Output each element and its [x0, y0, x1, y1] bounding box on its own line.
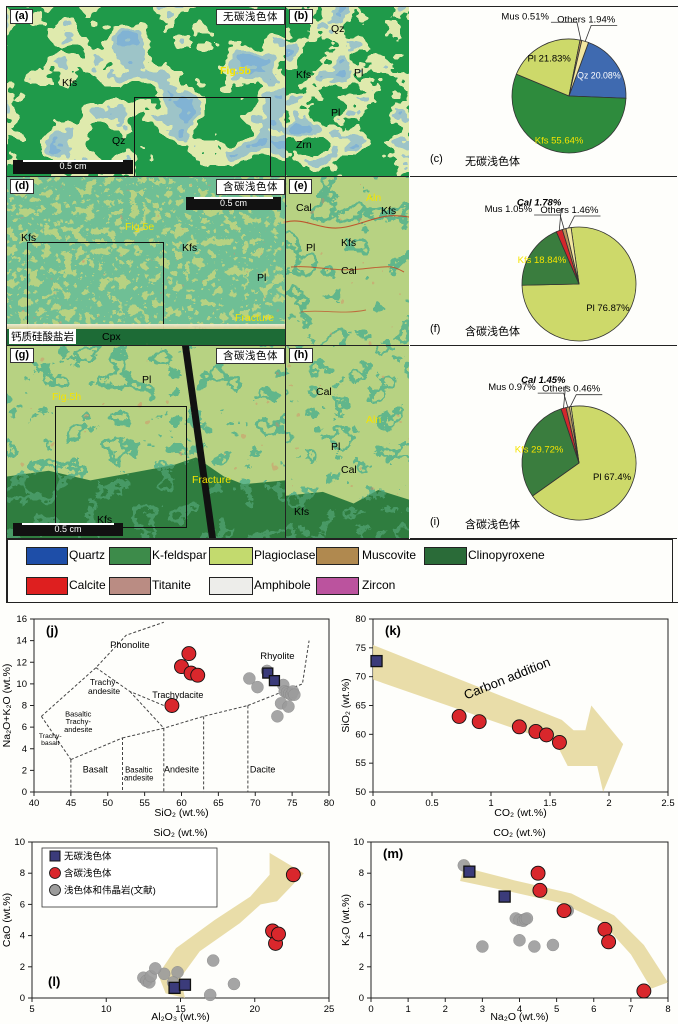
svg-text:Na₂O (wt.%): Na₂O (wt.%): [490, 1011, 548, 1023]
svg-text:Basalt: Basalt: [83, 765, 109, 775]
svg-text:2: 2: [606, 798, 611, 809]
svg-text:5: 5: [554, 1004, 559, 1015]
svg-text:70: 70: [355, 672, 366, 683]
svg-text:0: 0: [22, 787, 27, 798]
svg-text:3: 3: [480, 1004, 485, 1015]
svg-text:60: 60: [355, 729, 366, 740]
svg-text:75: 75: [355, 643, 366, 654]
svg-text:6: 6: [591, 1004, 596, 1015]
svg-text:(l): (l): [48, 974, 60, 989]
svg-text:K₂O (wt.%): K₂O (wt.%): [340, 894, 352, 946]
svg-text:10: 10: [101, 1004, 112, 1015]
svg-text:7: 7: [628, 1004, 633, 1015]
svg-text:2: 2: [20, 962, 25, 973]
svg-text:(m): (m): [383, 846, 403, 861]
svg-text:12: 12: [16, 657, 27, 668]
svg-text:70: 70: [250, 798, 261, 809]
svg-text:80: 80: [324, 798, 335, 809]
svg-text:10: 10: [16, 679, 27, 690]
svg-text:4: 4: [22, 744, 27, 755]
svg-text:50: 50: [102, 798, 113, 809]
svg-text:0: 0: [368, 1004, 373, 1015]
svg-text:4: 4: [20, 931, 25, 942]
svg-text:Al₂O₃ (wt.%): Al₂O₃ (wt.%): [151, 1011, 210, 1023]
svg-text:2: 2: [443, 1004, 448, 1015]
svg-text:Mus 0.51%: Mus 0.51%: [501, 11, 549, 22]
svg-text:Mus 0.97%: Mus 0.97%: [488, 382, 536, 393]
svg-text:6: 6: [22, 722, 27, 733]
svg-text:5: 5: [29, 1004, 34, 1015]
svg-text:浅色体和伟晶岩(文献): 浅色体和伟晶岩(文献): [64, 885, 156, 897]
svg-text:Others 0.46%: Others 0.46%: [542, 384, 601, 395]
svg-text:40: 40: [29, 798, 40, 809]
svg-text:Trachy-: Trachy-: [39, 733, 62, 740]
svg-text:0.5: 0.5: [425, 798, 438, 809]
svg-text:Carbon addition: Carbon addition: [462, 654, 553, 702]
svg-text:0: 0: [359, 993, 364, 1004]
svg-text:basalt: basalt: [41, 740, 59, 747]
svg-text:65: 65: [213, 798, 224, 809]
svg-text:10: 10: [14, 837, 25, 848]
svg-text:2: 2: [359, 962, 364, 973]
svg-text:andesite: andesite: [64, 725, 92, 734]
svg-text:8: 8: [665, 1004, 670, 1015]
svg-text:2: 2: [22, 765, 27, 776]
svg-text:8: 8: [359, 868, 364, 879]
svg-text:Na₂O+K₂O (wt.%): Na₂O+K₂O (wt.%): [1, 664, 13, 748]
svg-text:Kfs 18.84%: Kfs 18.84%: [518, 255, 567, 266]
svg-text:Kfs 55.64%: Kfs 55.64%: [535, 135, 584, 146]
svg-text:andesite: andesite: [124, 774, 153, 783]
svg-text:16: 16: [16, 614, 27, 625]
svg-text:Kfs 29.72%: Kfs 29.72%: [515, 444, 564, 455]
svg-text:含碳浅色体: 含碳浅色体: [64, 868, 112, 880]
svg-text:Phonolite: Phonolite: [110, 640, 150, 651]
svg-text:80: 80: [355, 614, 366, 625]
svg-text:CO₂ (wt.%): CO₂ (wt.%): [494, 807, 547, 819]
svg-text:10: 10: [353, 837, 364, 848]
svg-text:CaO (wt.%): CaO (wt.%): [1, 893, 13, 947]
svg-text:6: 6: [359, 899, 364, 910]
svg-text:无碳浅色体: 无碳浅色体: [64, 851, 112, 863]
svg-text:2.5: 2.5: [661, 798, 674, 809]
svg-text:0: 0: [370, 798, 375, 809]
svg-text:55: 55: [139, 798, 150, 809]
svg-text:45: 45: [66, 798, 77, 809]
svg-text:Others 1.46%: Others 1.46%: [540, 205, 599, 216]
svg-text:SiO₂ (wt.%): SiO₂ (wt.%): [154, 807, 208, 819]
svg-text:65: 65: [355, 701, 366, 712]
svg-text:Others 1.94%: Others 1.94%: [557, 14, 616, 25]
svg-text:20: 20: [249, 1004, 260, 1015]
svg-text:25: 25: [324, 1004, 335, 1015]
svg-text:Pl 21.83%: Pl 21.83%: [528, 53, 572, 64]
svg-text:75: 75: [287, 798, 298, 809]
svg-text:1: 1: [405, 1004, 410, 1015]
svg-text:Rhyolite: Rhyolite: [260, 651, 294, 662]
svg-text:andesite: andesite: [88, 686, 120, 696]
svg-text:CO₂ (wt.%): CO₂ (wt.%): [493, 827, 546, 839]
svg-text:1: 1: [488, 798, 493, 809]
svg-text:50: 50: [355, 787, 366, 798]
svg-text:8: 8: [22, 701, 27, 712]
svg-text:6: 6: [20, 899, 25, 910]
svg-text:Dacite: Dacite: [250, 765, 276, 775]
svg-text:Pl 76.87%: Pl 76.87%: [586, 303, 630, 314]
svg-text:SiO₂ (wt.%): SiO₂ (wt.%): [340, 678, 352, 732]
svg-text:Trachydacite: Trachydacite: [152, 690, 203, 700]
svg-text:Pl 67.4%: Pl 67.4%: [593, 472, 632, 483]
svg-text:0: 0: [20, 993, 25, 1004]
svg-text:(j): (j): [46, 623, 58, 638]
svg-text:Qz 20.08%: Qz 20.08%: [577, 70, 621, 80]
svg-text:SiO₂ (wt.%): SiO₂ (wt.%): [153, 827, 207, 839]
svg-text:14: 14: [16, 636, 27, 647]
svg-text:Andesite: Andesite: [164, 765, 199, 775]
svg-text:55: 55: [355, 758, 366, 769]
svg-text:Mus 1.05%: Mus 1.05%: [485, 204, 533, 215]
svg-text:(k): (k): [385, 623, 401, 638]
svg-text:4: 4: [359, 931, 364, 942]
svg-text:8: 8: [20, 868, 25, 879]
